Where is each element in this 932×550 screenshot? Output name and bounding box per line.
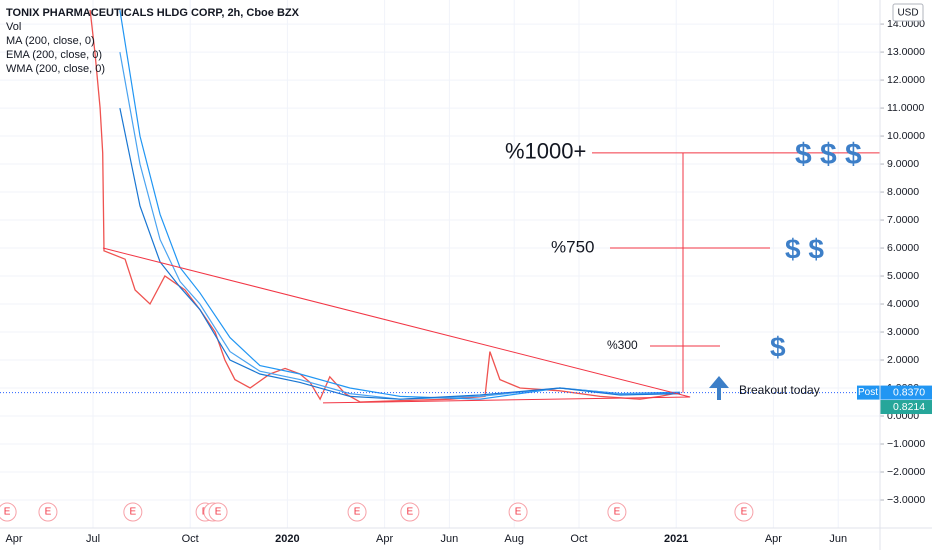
y-tick-label: 11.0000	[887, 102, 924, 114]
close-tag	[880, 400, 932, 415]
y-tick-label: −2.0000	[887, 466, 925, 478]
event-marker	[123, 502, 143, 522]
event-label: E	[215, 507, 222, 518]
x-tick-label: Apr	[376, 533, 393, 545]
event-marker	[607, 502, 627, 522]
event-label: E	[515, 507, 522, 518]
event-label: E	[354, 507, 361, 518]
legend-entry: EMA (200, close, 0)	[6, 49, 102, 61]
y-tick-label: 7.0000	[887, 214, 919, 226]
event-label: E	[4, 507, 11, 518]
y-tick-label: 12.0000	[887, 74, 925, 86]
event-label: E	[741, 507, 748, 518]
arrow-up	[709, 376, 729, 400]
x-tick-label: Oct	[570, 533, 587, 545]
x-tick-label: 2020	[275, 533, 299, 545]
event-marker	[208, 502, 228, 522]
legend-entry: WMA (200, close, 0)	[6, 63, 105, 75]
x-tick-label: Aug	[504, 533, 524, 545]
overlay: −3.0000−2.0000−1.00000.00001.00002.00003…	[0, 18, 932, 545]
x-tick-label: Jun	[829, 533, 847, 545]
event-marker	[0, 502, 17, 522]
y-tick-label: −3.0000	[887, 494, 925, 506]
y-tick-label: 2.0000	[887, 354, 919, 366]
currency-box[interactable]	[892, 3, 924, 22]
last-price-value: 0.8370	[893, 386, 925, 398]
y-tick-label: −1.0000	[887, 438, 925, 450]
event-marker	[734, 502, 754, 522]
event-marker	[400, 502, 420, 522]
currency[interactable]: USD	[897, 8, 918, 19]
x-tick-label: Jun	[441, 533, 459, 545]
y-tick-label: 6.0000	[887, 242, 919, 254]
price-line	[89, 10, 681, 403]
post-tag	[857, 385, 880, 400]
indicator-line	[119, 107, 681, 400]
target-symbol: $ $ $	[795, 138, 862, 171]
y-tick-label: 10.0000	[887, 130, 925, 142]
x-tick-label: 2021	[664, 533, 688, 545]
trendline	[102, 247, 691, 398]
last-price-tag	[880, 385, 932, 400]
event-label: E	[407, 507, 414, 518]
target-label: %750	[551, 238, 594, 257]
event-label: E	[45, 507, 52, 518]
x-tick-label: Apr	[5, 533, 22, 545]
y-tick-label: 13.0000	[887, 46, 925, 58]
y-tick-label: 8.0000	[887, 186, 919, 198]
grid	[0, 0, 880, 528]
legend-entry: MA (200, close, 0)	[6, 35, 95, 47]
target-symbol: $ $	[785, 233, 824, 264]
trendline	[322, 396, 691, 404]
event-label: E	[614, 507, 621, 518]
event-marker	[38, 502, 58, 522]
breakout-label: Breakout today	[739, 383, 820, 397]
close-value: 0.8214	[893, 401, 925, 413]
x-tick-label: Apr	[765, 533, 782, 545]
chart-title: TONIX PHARMACEUTICALS HLDG CORP, 2h, Cbo…	[6, 7, 300, 19]
y-tick-label: 5.0000	[887, 270, 919, 282]
plot	[89, 10, 691, 404]
x-tick-label: Oct	[182, 533, 199, 545]
post-label: Post	[858, 387, 878, 398]
target-label: %300	[607, 338, 638, 352]
y-tick-label: 3.0000	[887, 326, 919, 338]
x-tick-label: Jul	[86, 533, 100, 545]
y-tick-label: 4.0000	[887, 298, 919, 310]
event-marker	[347, 502, 367, 522]
event-label: E	[130, 507, 137, 518]
target-symbol: $	[770, 331, 786, 362]
y-tick-label: 9.0000	[887, 158, 919, 170]
target-label: %1000+	[505, 139, 586, 164]
indicator-label: Vol	[6, 21, 21, 33]
event-marker	[508, 502, 528, 522]
